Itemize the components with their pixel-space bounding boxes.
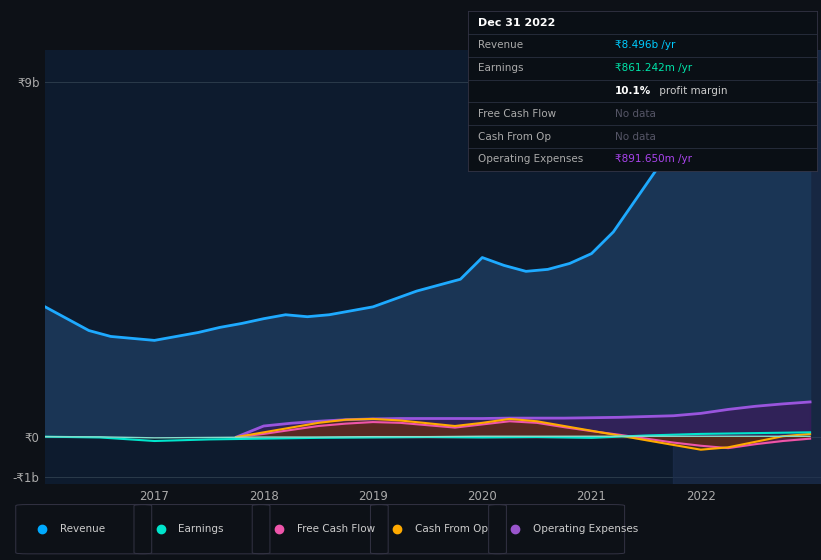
Text: Earnings: Earnings [178,524,224,534]
Text: Operating Expenses: Operating Expenses [479,155,584,165]
Text: Operating Expenses: Operating Expenses [533,524,638,534]
Text: ₹8.496b /yr: ₹8.496b /yr [614,40,675,50]
Text: Free Cash Flow: Free Cash Flow [296,524,374,534]
Text: Revenue: Revenue [479,40,524,50]
Text: Earnings: Earnings [479,63,524,73]
Text: ₹891.650m /yr: ₹891.650m /yr [614,155,691,165]
Text: No data: No data [614,132,655,142]
Text: No data: No data [614,109,655,119]
Text: Free Cash Flow: Free Cash Flow [479,109,557,119]
Text: Dec 31 2022: Dec 31 2022 [479,17,556,27]
Text: profit margin: profit margin [657,86,728,96]
Text: Revenue: Revenue [60,524,105,534]
Text: 10.1%: 10.1% [614,86,651,96]
Text: Cash From Op: Cash From Op [479,132,552,142]
Text: ₹861.242m /yr: ₹861.242m /yr [614,63,691,73]
Text: Cash From Op: Cash From Op [415,524,488,534]
Bar [673,50,821,484]
